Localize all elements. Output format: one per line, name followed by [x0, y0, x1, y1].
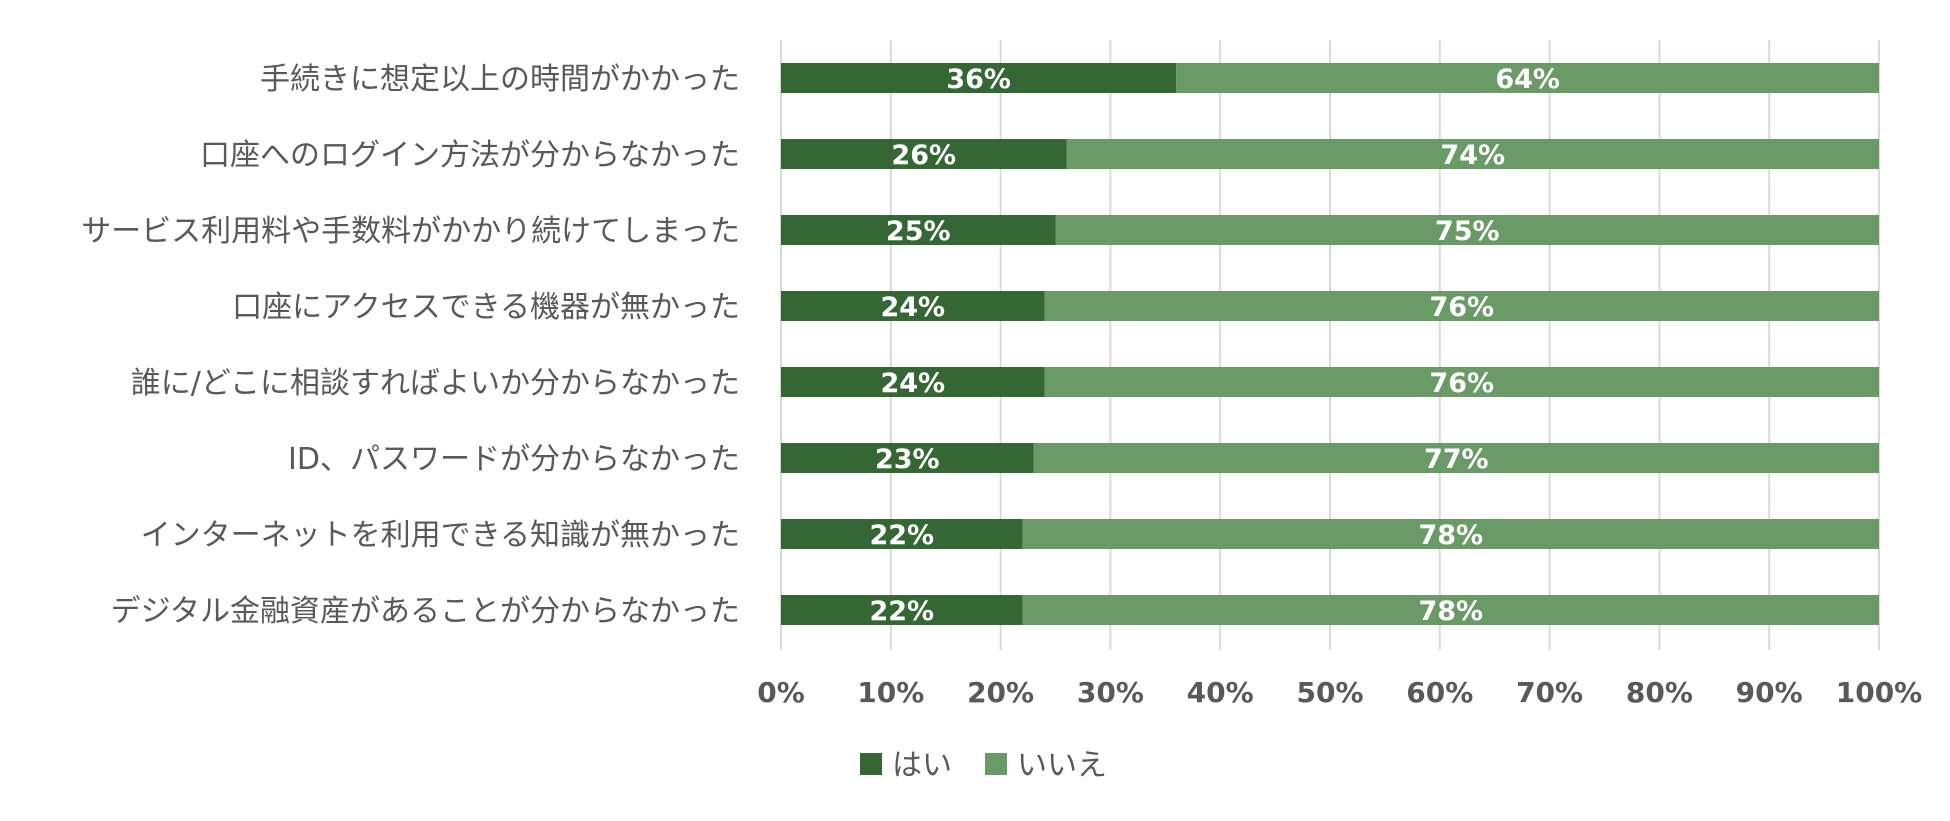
data-label: 78%	[1418, 596, 1483, 627]
data-label: 24%	[880, 368, 945, 399]
data-label: 22%	[869, 520, 934, 551]
bar-segment-no	[1066, 139, 1879, 169]
x-tick-label: 50%	[1296, 676, 1363, 709]
x-tick-label: 0%	[757, 676, 805, 709]
bar-segment-no	[1055, 215, 1879, 245]
data-label: 26%	[891, 140, 956, 171]
data-label: 36%	[946, 64, 1011, 95]
x-tick-label: 10%	[857, 676, 924, 709]
x-tick-label: 20%	[967, 676, 1034, 709]
x-tick-label: 100%	[1836, 676, 1923, 709]
legend-swatch-no	[985, 753, 1007, 775]
category-label: デジタル金融資産があることが分からなかった	[111, 594, 740, 629]
data-label: 77%	[1424, 444, 1489, 475]
data-label: 74%	[1440, 140, 1505, 171]
bar-segment-yes	[781, 215, 1056, 245]
data-label: 75%	[1435, 216, 1500, 247]
category-label: インターネットを利用できる知識が無かった	[141, 518, 740, 553]
category-labels: 手続きに想定以上の時間がかかった口座へのログイン方法が分からなかったサービス利用…	[81, 62, 740, 629]
legend-label-no: いいえ	[1017, 748, 1107, 783]
x-tick-label: 80%	[1626, 676, 1693, 709]
category-label: 口座にアクセスできる機器が無かった	[232, 290, 740, 325]
bar-segment-yes	[781, 519, 1023, 549]
x-axis-tick-labels: 0% 10% 20% 30% 40% 50% 60% 70% 80% 90% 100%	[757, 676, 1922, 709]
bar-segment-no	[1033, 443, 1879, 473]
bar-segment-yes	[781, 443, 1034, 473]
legend: はい いいえ	[860, 748, 1107, 783]
data-label: 76%	[1429, 292, 1494, 323]
category-label: 誰に/どこに相談すればよいか分からなかった	[131, 366, 740, 401]
bars: 36% 64% 26% 74% 25% 75% 24% 76% 24% 76% 23% 77% 22% 7…	[781, 63, 1879, 627]
bar-segment-yes	[781, 139, 1067, 169]
bar-segment-yes	[781, 595, 1023, 625]
category-label: サービス利用料や手数料がかかり続けてしまった	[81, 214, 740, 249]
data-label: 24%	[880, 292, 945, 323]
category-label: 口座へのログイン方法が分からなかった	[200, 138, 740, 173]
data-label: 78%	[1418, 520, 1483, 551]
x-tick-label: 90%	[1736, 676, 1803, 709]
bar-segment-yes	[781, 291, 1045, 321]
legend-label-yes: はい	[892, 748, 952, 783]
bar-segment-no	[1176, 63, 1879, 93]
data-label: 25%	[886, 216, 951, 247]
data-label: 22%	[869, 596, 934, 627]
data-label: 64%	[1495, 64, 1560, 95]
bar-segment-yes	[781, 367, 1045, 397]
x-tick-label: 60%	[1406, 676, 1473, 709]
data-label: 76%	[1429, 368, 1494, 399]
bar-segment-yes	[781, 63, 1177, 93]
bar-segment-no	[1044, 291, 1879, 321]
data-label: 23%	[875, 444, 940, 475]
legend-swatch-yes	[860, 753, 882, 775]
grid-lines	[780, 40, 1880, 650]
bar-segment-no	[1022, 519, 1879, 549]
bar-segment-no	[1022, 595, 1879, 625]
x-tick-label: 40%	[1187, 676, 1254, 709]
x-tick-label: 30%	[1077, 676, 1144, 709]
x-tick-label: 70%	[1516, 676, 1583, 709]
bar-segment-no	[1044, 367, 1879, 397]
category-label: 手続きに想定以上の時間がかかった	[260, 62, 740, 97]
category-label: ID、パスワードが分からなかった	[288, 442, 740, 477]
